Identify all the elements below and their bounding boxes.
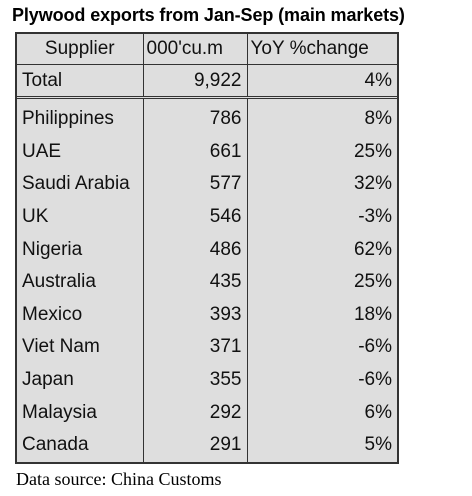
supplier-cell: Mexico — [17, 298, 144, 332]
volume-cell: 371 — [143, 331, 248, 364]
table-row: Philippines 786 8% — [17, 97, 397, 136]
exports-table: Supplier 000'cu.m YoY %change Total 9,92… — [17, 34, 397, 462]
volume-cell: 577 — [143, 168, 248, 201]
table-row: Australia 435 25% — [17, 265, 397, 299]
yoy-cell: 18% — [353, 303, 392, 325]
yoy-cell: 25% — [353, 271, 392, 293]
table-row: Viet Nam 371 -6% — [17, 331, 397, 364]
total-row: Total 9,922 4% — [17, 64, 397, 99]
volume-cell: 435 — [143, 265, 248, 299]
yoy-cell: 5% — [364, 434, 392, 456]
supplier-cell: Malaysia — [17, 396, 144, 429]
column-header-supplier: Supplier — [17, 34, 144, 65]
supplier-cell: UAE — [17, 135, 144, 169]
header-row: Supplier 000'cu.m YoY %change — [17, 34, 397, 65]
column-header-yoy: YoY %change — [247, 34, 397, 65]
volume-cell: 291 — [143, 428, 248, 462]
table-row: Nigeria 486 62% — [17, 233, 397, 266]
table-body: Philippines 786 8% UAE 661 25% Saudi Arabia 577… — [17, 97, 397, 462]
total-yoy: 4% — [247, 64, 397, 99]
supplier-cell: Australia — [17, 265, 144, 299]
exports-table-container: Supplier 000'cu.m YoY %change Total 9,92… — [15, 32, 399, 464]
table-row: UK 546 -3% — [17, 200, 397, 234]
data-source-note: Data source: China Customs — [16, 469, 222, 489]
total-volume: 9,922 — [143, 64, 248, 99]
supplier-cell: Canada — [17, 428, 144, 462]
table-title: Plywood exports from Jan-Sep (main marke… — [12, 5, 405, 25]
yoy-cell: 32% — [353, 173, 392, 195]
total-label: Total — [17, 64, 144, 99]
supplier-cell: UK — [17, 200, 144, 234]
supplier-cell: Philippines — [17, 97, 144, 136]
volume-cell: 546 — [143, 200, 248, 234]
table-row: Japan 355 -6% — [17, 363, 397, 397]
table-row: UAE 661 25% — [17, 135, 397, 169]
table-row: Mexico 393 18% — [17, 298, 397, 332]
volume-cell: 355 — [143, 363, 248, 397]
yoy-cell: 8% — [364, 108, 392, 130]
supplier-cell: Nigeria — [17, 233, 144, 266]
yoy-cell: 62% — [353, 238, 392, 260]
volume-cell: 661 — [143, 135, 248, 169]
yoy-cell: 25% — [353, 140, 392, 162]
supplier-cell: Japan — [17, 363, 144, 397]
yoy-cell: 6% — [364, 401, 392, 423]
volume-cell: 292 — [143, 396, 248, 429]
supplier-cell: Saudi Arabia — [17, 168, 144, 201]
volume-cell: 786 — [143, 97, 248, 136]
yoy-cell: -6% — [358, 336, 392, 358]
supplier-cell: Viet Nam — [17, 331, 144, 364]
table-row: Canada 291 5% — [17, 428, 397, 462]
table-row: Saudi Arabia 577 32% — [17, 168, 397, 201]
volume-cell: 393 — [143, 298, 248, 332]
column-header-volume: 000'cu.m — [143, 34, 248, 65]
table-row: Malaysia 292 6% — [17, 396, 397, 429]
volume-cell: 486 — [143, 233, 248, 266]
yoy-cell: -6% — [358, 369, 392, 391]
yoy-cell: -3% — [358, 206, 392, 228]
